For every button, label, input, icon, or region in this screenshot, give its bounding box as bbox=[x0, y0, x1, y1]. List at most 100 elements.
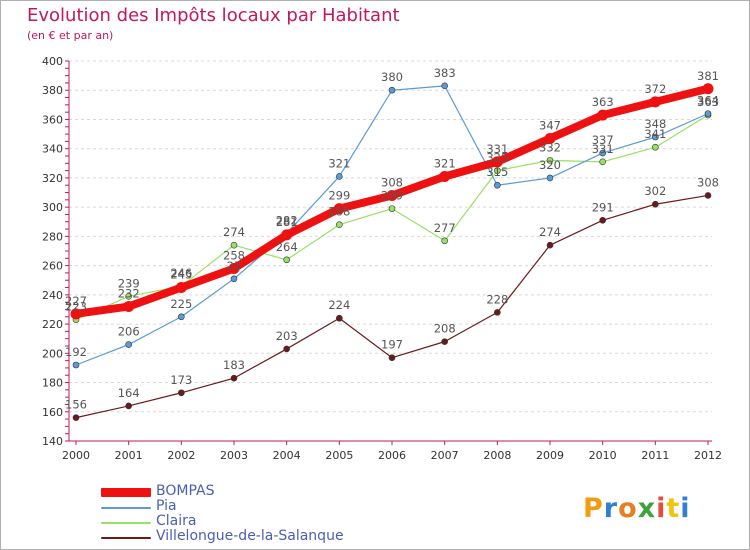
data-label: 197 bbox=[381, 338, 403, 352]
legend-label: Claira bbox=[156, 513, 197, 529]
logo-letter: i bbox=[680, 493, 691, 524]
data-point bbox=[702, 83, 714, 95]
x-tick-label: 2005 bbox=[325, 449, 353, 462]
data-label: 363 bbox=[697, 95, 719, 109]
data-point bbox=[599, 217, 606, 224]
data-point bbox=[652, 200, 659, 208]
data-point bbox=[491, 156, 503, 168]
data-label: 245 bbox=[170, 268, 192, 282]
data-label: 274 bbox=[223, 225, 245, 239]
data-label: 308 bbox=[381, 175, 403, 189]
logo-letter: t bbox=[666, 493, 681, 524]
data-point bbox=[178, 313, 185, 321]
y-tick-label: 240 bbox=[42, 289, 63, 302]
data-point bbox=[230, 275, 238, 283]
x-tick-label: 2003 bbox=[220, 449, 248, 462]
data-point bbox=[230, 374, 238, 382]
y-tick-label: 180 bbox=[42, 377, 63, 390]
data-point bbox=[125, 402, 132, 410]
data-label: 281 bbox=[276, 215, 298, 229]
data-label: 331 bbox=[592, 142, 614, 156]
data-point bbox=[599, 158, 606, 166]
y-tick-label: 260 bbox=[42, 260, 63, 273]
plot-area bbox=[69, 61, 712, 441]
logo-letter: x bbox=[637, 493, 657, 524]
data-point bbox=[336, 221, 343, 228]
data-label: 321 bbox=[434, 156, 456, 170]
y-tick-label: 200 bbox=[42, 347, 63, 360]
data-label: 224 bbox=[328, 298, 350, 312]
x-tick-label: 2006 bbox=[378, 449, 406, 462]
data-point bbox=[599, 149, 606, 157]
x-tick-label: 2008 bbox=[483, 449, 511, 462]
data-point bbox=[652, 133, 659, 141]
data-label: 325 bbox=[486, 151, 508, 165]
data-point bbox=[544, 132, 556, 144]
data-point bbox=[546, 241, 554, 249]
data-point bbox=[546, 157, 554, 164]
x-tick-label: 2010 bbox=[589, 449, 617, 462]
data-label: 288 bbox=[328, 205, 350, 219]
data-label: 264 bbox=[276, 240, 298, 254]
data-label: 246 bbox=[170, 266, 192, 280]
x-tick-label: 2002 bbox=[167, 449, 195, 462]
y-tick-label: 340 bbox=[42, 143, 63, 156]
data-label: 308 bbox=[697, 175, 719, 189]
data-point bbox=[388, 205, 396, 212]
legend-label: BOMPAS bbox=[156, 483, 215, 499]
data-point bbox=[70, 308, 82, 320]
data-point bbox=[441, 338, 448, 345]
data-label: 363 bbox=[592, 95, 614, 109]
data-point bbox=[546, 174, 554, 182]
logo-letter: o bbox=[618, 493, 638, 524]
data-label: 25 bbox=[227, 259, 242, 273]
data-label: 348 bbox=[644, 117, 666, 131]
data-point bbox=[649, 96, 661, 108]
legend-swatch bbox=[101, 537, 151, 539]
x-tick-label: 2000 bbox=[62, 449, 90, 462]
data-point bbox=[230, 241, 238, 249]
data-point bbox=[704, 110, 712, 117]
data-point bbox=[704, 192, 712, 199]
x-tick-label: 2004 bbox=[273, 449, 301, 462]
y-tick-label: 280 bbox=[42, 230, 63, 243]
data-label: 277 bbox=[434, 221, 456, 235]
data-label: 206 bbox=[118, 325, 140, 339]
data-label: 315 bbox=[486, 165, 508, 179]
x-tick-label: 2001 bbox=[115, 449, 143, 462]
logo-letter: P bbox=[583, 493, 604, 524]
data-label: 156 bbox=[65, 398, 87, 412]
data-label: 228 bbox=[486, 292, 508, 306]
data-label: 302 bbox=[644, 184, 666, 198]
chart-title: Evolution des Impôts locaux par Habitant bbox=[27, 5, 400, 26]
y-tick-label: 140 bbox=[42, 435, 63, 448]
legend-label: Pia bbox=[156, 498, 177, 514]
data-label: 225 bbox=[170, 297, 192, 311]
data-label: 173 bbox=[170, 373, 192, 387]
y-tick-label: 320 bbox=[42, 172, 63, 185]
data-point bbox=[597, 109, 609, 121]
data-point bbox=[178, 389, 185, 397]
data-label: 364 bbox=[697, 94, 719, 108]
y-tick-label: 400 bbox=[42, 55, 63, 68]
data-label: 320 bbox=[539, 158, 561, 172]
data-point bbox=[283, 256, 290, 264]
data-point bbox=[283, 345, 290, 353]
data-label: 299 bbox=[381, 189, 403, 203]
data-point bbox=[494, 181, 501, 189]
data-point bbox=[388, 354, 396, 361]
data-point bbox=[336, 314, 343, 322]
y-tick-label: 220 bbox=[42, 318, 63, 331]
data-label: 232 bbox=[118, 287, 140, 301]
data-point bbox=[652, 143, 659, 151]
y-tick-label: 160 bbox=[42, 406, 63, 419]
data-label: 192 bbox=[65, 345, 87, 359]
legend-swatch bbox=[101, 507, 151, 509]
y-tick-label: 300 bbox=[42, 201, 63, 214]
legend-swatch bbox=[101, 522, 151, 524]
data-label: 321 bbox=[328, 156, 350, 170]
y-tick-label: 380 bbox=[42, 84, 63, 97]
data-point bbox=[441, 82, 448, 90]
data-point bbox=[228, 263, 240, 275]
